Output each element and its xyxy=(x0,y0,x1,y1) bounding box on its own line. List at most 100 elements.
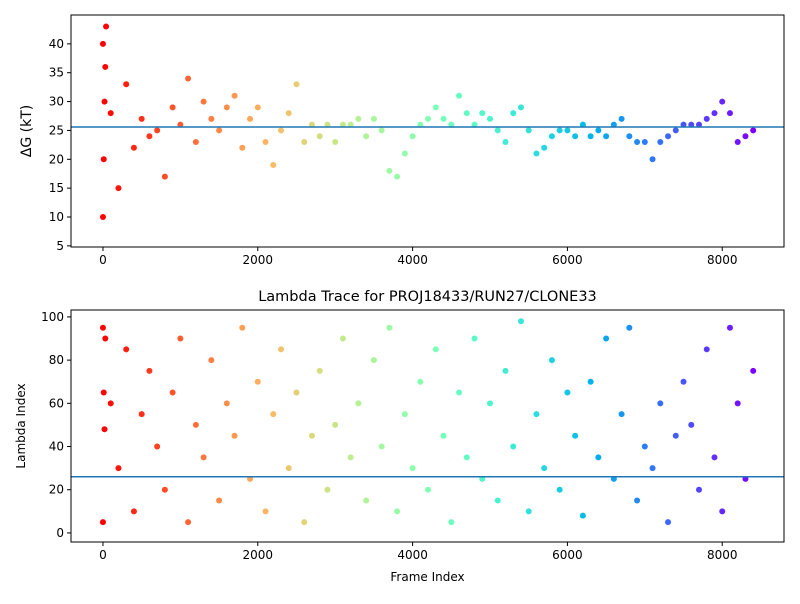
point xyxy=(394,173,401,180)
point xyxy=(254,378,261,385)
point xyxy=(123,346,130,353)
point xyxy=(726,110,733,117)
point xyxy=(99,213,106,220)
point xyxy=(308,432,315,439)
point xyxy=(285,465,292,472)
x-tick-label: 4000 xyxy=(397,253,428,267)
axes-frame xyxy=(70,309,785,543)
point xyxy=(332,138,339,145)
point xyxy=(587,378,594,385)
x-tick-label: 2000 xyxy=(243,548,274,562)
point xyxy=(115,185,122,192)
y-tick-label: 10 xyxy=(49,210,64,224)
y-tick-label: 35 xyxy=(49,66,64,80)
point xyxy=(339,335,346,342)
point xyxy=(285,110,292,117)
point xyxy=(494,127,501,134)
point xyxy=(100,389,107,396)
point xyxy=(146,367,153,374)
point xyxy=(177,121,184,128)
x-axis-label: Frame Index xyxy=(390,570,464,584)
point xyxy=(169,104,176,111)
x-tick-label: 0 xyxy=(99,548,107,562)
point xyxy=(525,508,532,515)
point xyxy=(123,81,130,88)
point xyxy=(750,127,757,134)
y-tick-label: 100 xyxy=(41,310,64,324)
point xyxy=(610,121,617,128)
point xyxy=(103,23,110,30)
x-tick-label: 8000 xyxy=(707,548,738,562)
point xyxy=(479,110,486,117)
point xyxy=(239,324,246,331)
chart-title: Lambda Trace for PROJ18433/RUN27/CLONE33 xyxy=(258,289,597,305)
point xyxy=(216,497,223,504)
point xyxy=(463,110,470,117)
point xyxy=(278,346,285,353)
point xyxy=(734,400,741,407)
point xyxy=(161,173,168,180)
point xyxy=(270,411,277,418)
point xyxy=(115,465,122,472)
point xyxy=(510,110,517,117)
point xyxy=(432,104,439,111)
point xyxy=(293,81,300,88)
point xyxy=(696,486,703,493)
point xyxy=(649,156,656,163)
point xyxy=(216,127,223,134)
point xyxy=(417,121,424,128)
y-axis-label: ΔG (kT) xyxy=(19,105,35,157)
point xyxy=(448,121,455,128)
point xyxy=(471,335,478,342)
y-tick-label: 15 xyxy=(49,181,64,195)
point xyxy=(378,127,385,134)
point xyxy=(579,121,586,128)
point xyxy=(409,133,416,140)
point xyxy=(394,508,401,515)
point xyxy=(247,115,254,122)
point xyxy=(463,454,470,461)
point xyxy=(641,138,648,145)
point xyxy=(618,115,625,122)
point xyxy=(102,63,109,70)
point xyxy=(130,144,137,151)
x-tick-label: 6000 xyxy=(552,253,583,267)
point xyxy=(440,115,447,122)
y-tick-label: 30 xyxy=(49,95,64,109)
point xyxy=(626,324,633,331)
point xyxy=(208,115,215,122)
point xyxy=(719,98,726,105)
point xyxy=(657,400,664,407)
point xyxy=(107,110,114,117)
point xyxy=(456,389,463,396)
point xyxy=(657,138,664,145)
point xyxy=(355,115,362,122)
point xyxy=(502,138,509,145)
point xyxy=(130,508,137,515)
point xyxy=(231,92,238,99)
point xyxy=(347,121,354,128)
point xyxy=(270,162,277,169)
point xyxy=(719,508,726,515)
point xyxy=(301,138,308,145)
point xyxy=(316,133,323,140)
point xyxy=(409,465,416,472)
point xyxy=(386,324,393,331)
point xyxy=(711,454,718,461)
point xyxy=(102,335,109,342)
y-tick-label: 40 xyxy=(49,37,64,51)
point xyxy=(185,519,192,526)
point xyxy=(192,421,199,428)
point xyxy=(138,411,145,418)
point xyxy=(564,127,571,134)
point xyxy=(99,40,106,47)
y-tick-label: 0 xyxy=(56,526,64,540)
y-tick-label: 80 xyxy=(49,353,64,367)
point xyxy=(726,324,733,331)
point xyxy=(138,115,145,122)
point xyxy=(185,75,192,82)
point xyxy=(332,421,339,428)
point xyxy=(672,432,679,439)
point xyxy=(665,519,672,526)
point xyxy=(626,133,633,140)
